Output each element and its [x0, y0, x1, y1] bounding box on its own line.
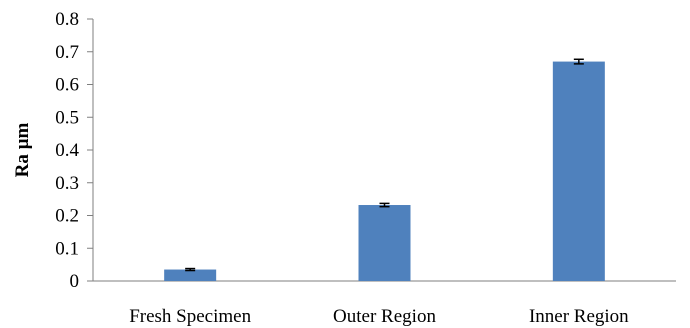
y-tick-label: 0.5 — [55, 107, 79, 128]
y-tick-label: 0.7 — [55, 42, 79, 63]
category-labels: Fresh Specimen Outer Region Inner Region — [129, 306, 629, 327]
bars — [164, 61, 605, 282]
y-axis-title: Ra µm — [12, 122, 33, 177]
error-bar-outer-region — [379, 202, 390, 208]
error-bar-fresh-specimen — [185, 267, 196, 272]
y-tick-label: 0.2 — [55, 206, 79, 227]
bar-inner-region — [552, 61, 605, 282]
bar-fresh-specimen — [164, 269, 217, 281]
bar-outer-region — [358, 205, 411, 281]
y-tick-label: 0.6 — [55, 75, 79, 96]
y-axis: 0 0.1 0.2 0.3 0.4 0.5 0.6 0.7 0.8 — [55, 9, 94, 292]
y-tick-label: 0.4 — [55, 140, 79, 161]
x-category-label: Fresh Specimen — [129, 306, 251, 327]
error-bars — [185, 58, 584, 272]
y-tick-label: 0.1 — [55, 238, 79, 259]
y-tick-label: 0.3 — [55, 173, 79, 194]
y-tick-label: 0 — [70, 271, 80, 292]
x-category-label: Outer Region — [333, 306, 436, 327]
error-bar-inner-region — [573, 58, 584, 65]
y-tick-label: 0.8 — [55, 9, 79, 30]
x-category-label: Inner Region — [529, 306, 629, 327]
